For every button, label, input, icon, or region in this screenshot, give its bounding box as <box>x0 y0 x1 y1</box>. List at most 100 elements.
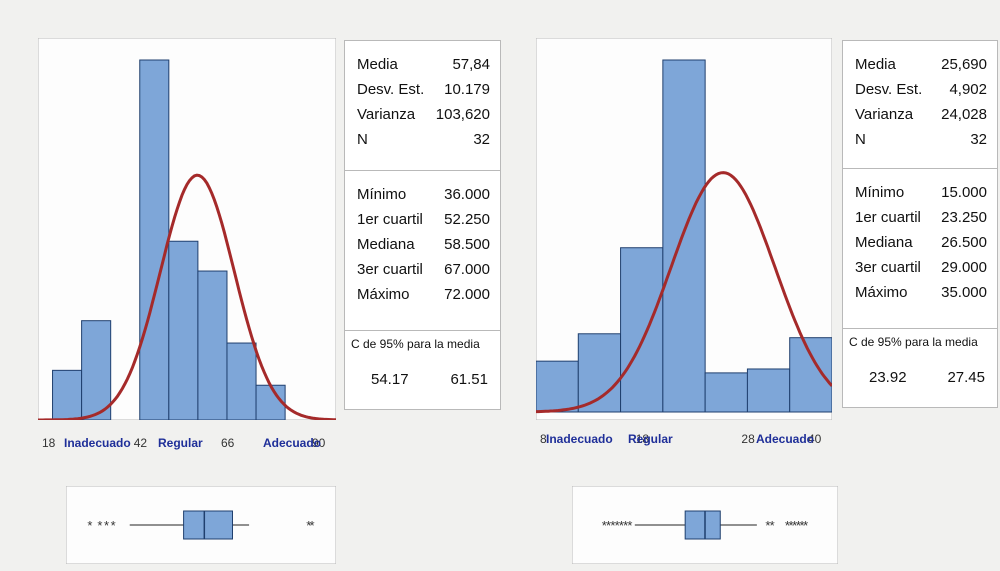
boxplot-1: * * * * * * * * * ****** <box>572 486 838 564</box>
x-tick-label: 90 <box>312 436 326 450</box>
x-tick-label: 40 <box>808 432 822 446</box>
category-label: Adecuado <box>263 436 322 450</box>
stat-value: 58.500 <box>444 236 490 253</box>
histogram-bar <box>255 384 286 420</box>
boxplot-box <box>684 510 721 540</box>
boxplot-outlier: * <box>104 518 109 533</box>
stat-value: 23.250 <box>941 209 987 226</box>
stat-value: 36.000 <box>444 186 490 203</box>
boxplot-outlier: * <box>111 518 116 533</box>
boxplot-0: * * * * ** <box>66 486 336 564</box>
category-label: Inadecuado <box>64 436 131 450</box>
stats-row: 3er cuartil 29.000 <box>843 256 997 281</box>
stat-label: 3er cuartil <box>855 259 921 276</box>
stats-row: Media 57,84 <box>345 53 500 78</box>
boxplot-outlier: * <box>606 518 611 533</box>
boxplot-box <box>183 510 233 540</box>
stat-label: Máximo <box>357 286 410 303</box>
stats-ci: C de 95% para la media 54.17 61.51 <box>345 331 500 409</box>
stat-label: Mínimo <box>855 184 905 201</box>
ci-lower: 23.92 <box>869 369 907 386</box>
boxplot-outlier: * <box>310 518 315 533</box>
stats-row: 3er cuartil 67.000 <box>345 258 500 283</box>
boxplot-outlier: * <box>306 518 311 533</box>
stats-row: Mínimo 15.000 <box>843 181 997 206</box>
stat-value: 10.179 <box>444 81 490 98</box>
stats-summary: Media 25,690 Desv. Est. 4,902 Varianza 24,028… <box>843 41 997 169</box>
histogram-1 <box>536 38 832 420</box>
boxplot-outlier: * <box>803 518 808 533</box>
boxplot-outlier: * <box>97 518 102 533</box>
histogram-bar <box>789 337 832 413</box>
stats-row: Máximo 35.000 <box>843 281 997 306</box>
stat-label: Desv. Est. <box>357 81 425 98</box>
stats-table: Media 57,84 Desv. Est. 10.179 Varianza 103,62… <box>344 40 501 410</box>
stat-value: 32 <box>473 131 490 148</box>
histogram-bar <box>536 360 579 413</box>
stats-summary: Media 57,84 Desv. Est. 10.179 Varianza 103,62… <box>345 41 500 171</box>
stats-row: N 32 <box>843 128 997 153</box>
ci-lower: 54.17 <box>371 371 409 388</box>
stats-row: Mediana 58.500 <box>345 233 500 258</box>
boxplot-outlier: * <box>619 518 624 533</box>
stat-value: 29.000 <box>941 259 987 276</box>
category-label: Regular <box>158 436 203 450</box>
boxplot-outlier: * <box>627 518 632 533</box>
stat-label: N <box>357 131 368 148</box>
histogram-bar <box>226 342 257 420</box>
stat-value: 57,84 <box>452 56 490 73</box>
stat-label: 3er cuartil <box>357 261 423 278</box>
stat-value: 35.000 <box>941 284 987 301</box>
stats-row: N 32 <box>345 128 500 153</box>
stats-ci: C de 95% para la media 23.92 27.45 <box>843 329 997 407</box>
boxplot-outlier: * <box>602 518 607 533</box>
histogram-bar <box>52 369 83 420</box>
stat-value: 67.000 <box>444 261 490 278</box>
stat-label: Desv. Est. <box>855 81 923 98</box>
stats-row: Media 25,690 <box>843 53 997 78</box>
ci-upper: 61.51 <box>450 371 488 388</box>
x-tick-label: 18 <box>635 432 650 446</box>
stats-row: 1er cuartil 23.250 <box>843 206 997 231</box>
x-tick-label: 8 <box>540 432 547 446</box>
stats-quartiles: Mínimo 15.000 1er cuartil 23.250 Mediana 26.5… <box>843 169 997 329</box>
stat-label: 1er cuartil <box>855 209 921 226</box>
histogram-bar <box>197 270 228 420</box>
stat-value: 25,690 <box>941 56 987 73</box>
stat-label: Mínimo <box>357 186 407 203</box>
histogram-bar <box>139 59 170 420</box>
x-tick-label: 66 <box>220 436 235 450</box>
stat-label: Media <box>855 56 896 73</box>
boxplot-outlier: * <box>623 518 628 533</box>
boxplot-outlier: * <box>796 518 801 533</box>
boxplot-outlier: * <box>87 518 92 533</box>
boxplot-outlier: * <box>792 518 797 533</box>
stat-label: Varianza <box>855 106 914 123</box>
histogram-bar <box>662 59 706 413</box>
x-tick-label: 42 <box>133 436 148 450</box>
category-label: Regular <box>628 432 673 446</box>
stats-row: 1er cuartil 52.250 <box>345 208 500 233</box>
histogram-bar <box>577 333 622 413</box>
stats-row: Mediana 26.500 <box>843 231 997 256</box>
stats-row: Varianza 103,620 <box>345 103 500 128</box>
boxplot-outlier: * <box>765 518 770 533</box>
stat-value: 52.250 <box>444 211 490 228</box>
boxplot-outlier: * <box>615 518 620 533</box>
stats-row: Desv. Est. 4,902 <box>843 78 997 103</box>
stat-value: 32 <box>970 131 987 148</box>
stat-label: Mediana <box>357 236 415 253</box>
ci-upper: 27.45 <box>947 369 985 386</box>
histogram-bar <box>168 240 199 420</box>
stat-value: 24,028 <box>941 106 987 123</box>
stat-label: Mediana <box>855 234 913 251</box>
boxplot-outlier: * <box>610 518 615 533</box>
stats-row: Desv. Est. 10.179 <box>345 78 500 103</box>
x-tick-label: 28 <box>741 432 755 446</box>
boxplot-outlier: * <box>770 518 775 533</box>
normal-curve <box>38 173 336 420</box>
boxplot-outlier: * <box>789 518 794 533</box>
boxplot-outlier: * <box>785 518 790 533</box>
stat-label: Máximo <box>855 284 908 301</box>
stat-value: 103,620 <box>435 106 490 123</box>
